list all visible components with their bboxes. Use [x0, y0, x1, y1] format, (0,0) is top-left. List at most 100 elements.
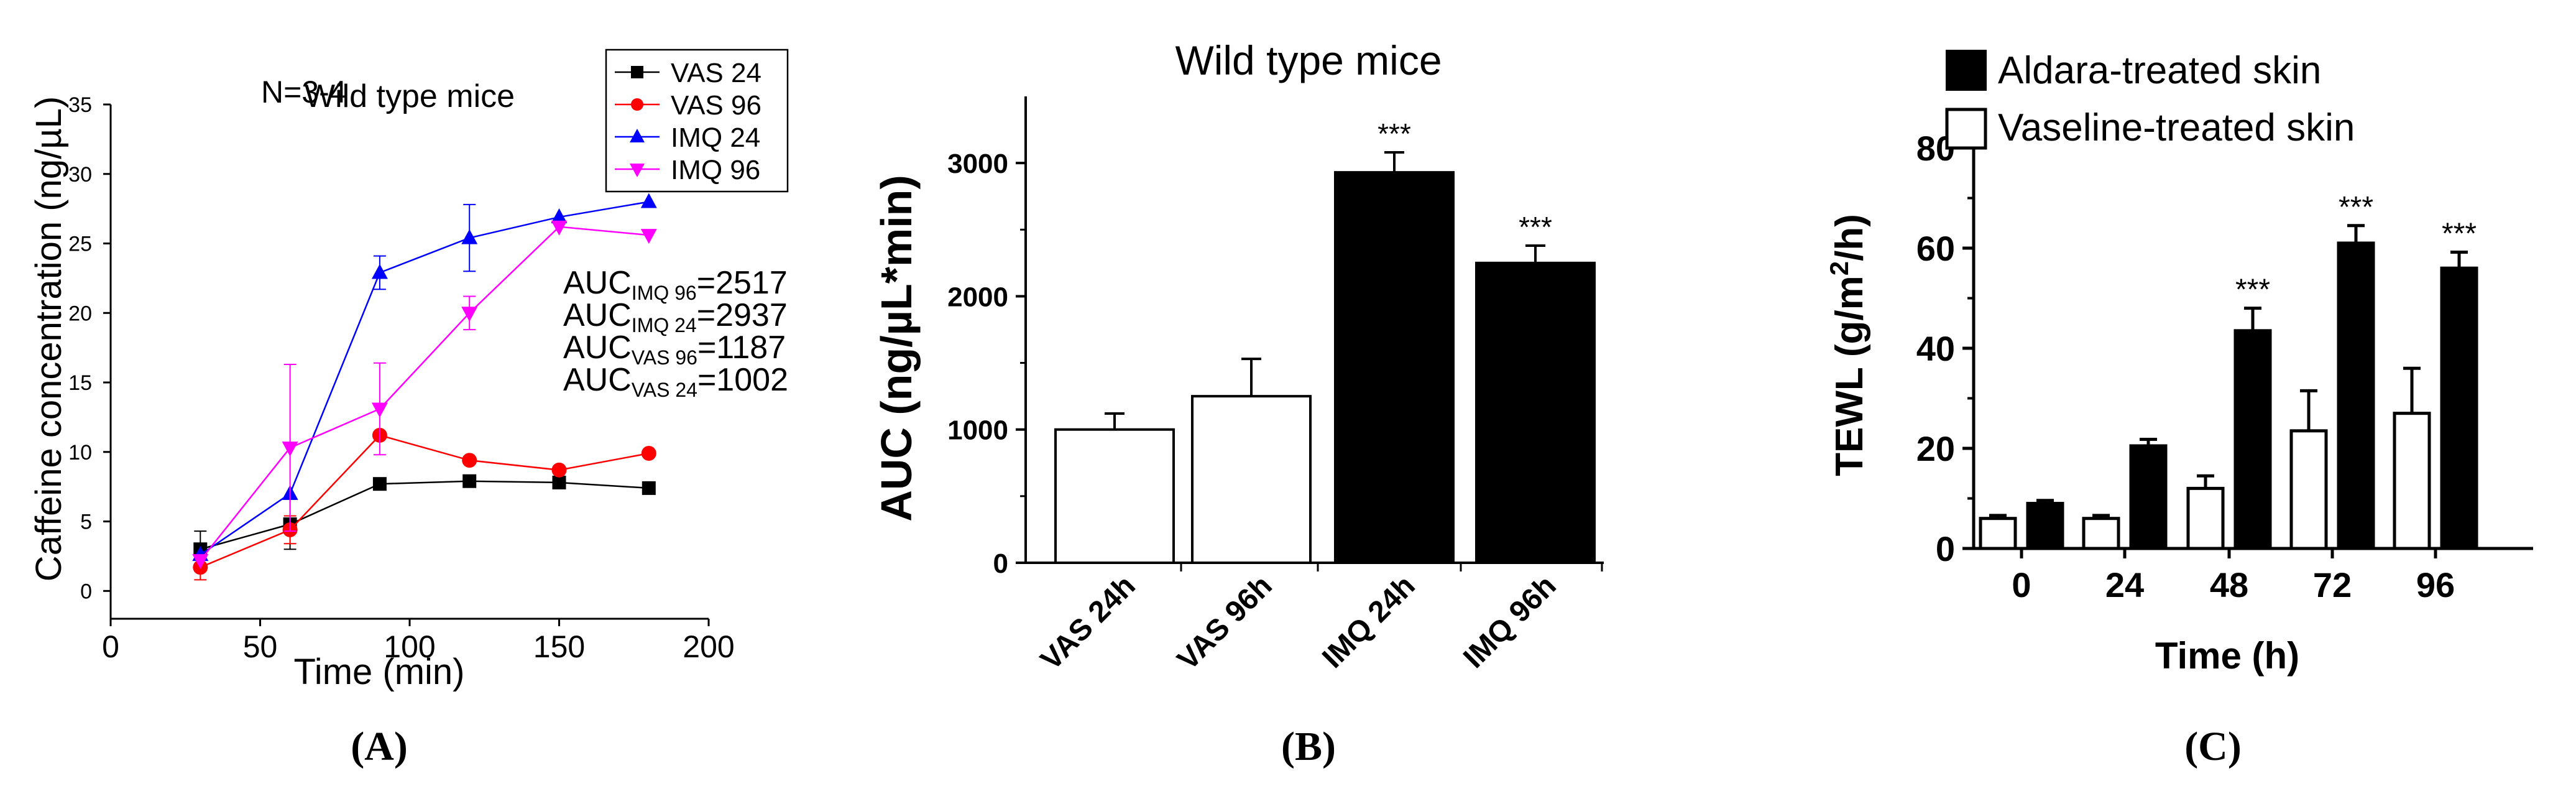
- x-tick-label: 150: [533, 629, 585, 664]
- series-line-vas-24: [200, 480, 649, 550]
- panel-c-x-axis-label: Time (h): [2155, 635, 2299, 677]
- x-tick-label: 24: [2105, 565, 2144, 604]
- y-tick-label: 20: [1916, 429, 1955, 468]
- legend-swatch-vaseline: [1945, 108, 1987, 150]
- data-point: [551, 220, 568, 236]
- x-tick-label: 200: [683, 629, 734, 664]
- panel-b-caption: (B): [1281, 724, 1336, 769]
- significance-marker: ***: [1378, 118, 1411, 150]
- y-tick-label: 30: [68, 163, 92, 187]
- significance-marker: ***: [2235, 274, 2270, 307]
- auc-annotation: AUCVAS 96=1187: [563, 330, 786, 369]
- data-point: [192, 554, 209, 570]
- data-point: [551, 208, 568, 224]
- significance-marker: ***: [2442, 217, 2477, 250]
- auc-annotation: AUCIMQ 96=2517: [563, 265, 788, 304]
- data-point: [282, 442, 298, 457]
- x-tick-label: IMQ 24h: [1316, 569, 1421, 674]
- x-tick-label: IMQ 96h: [1457, 569, 1562, 674]
- y-tick-label: 0: [80, 580, 92, 603]
- aldara-bar: [2440, 266, 2478, 550]
- x-tick-label: 72: [2313, 565, 2352, 604]
- legend-marker: [630, 129, 645, 142]
- data-point: [551, 462, 567, 478]
- x-tick-label: VAS 24h: [1034, 569, 1142, 677]
- legend-marker: [630, 164, 645, 177]
- x-tick-label: 50: [243, 629, 278, 664]
- panel-b-title: Wild type mice: [1175, 37, 1442, 83]
- y-tick-label: 0: [993, 548, 1008, 579]
- legend-swatch-aldara: [1946, 50, 1987, 91]
- data-point: [371, 264, 388, 279]
- y-tick-label: 20: [68, 302, 92, 325]
- vaseline-bar: [2186, 486, 2225, 550]
- data-point: [641, 446, 656, 461]
- panel-b-y-axis-label: AUC (ng/µL*min): [872, 175, 921, 521]
- series-line-imq-96: [200, 226, 649, 561]
- bar-imq-96h: [1475, 261, 1596, 564]
- panel-b-plot-area: 0 1000 2000 3000 VAS 24h VAS 96h *** IMQ 24h ***…: [947, 96, 1604, 677]
- aldara-bar: [2233, 329, 2272, 550]
- legend-label: VAS 96: [671, 90, 761, 121]
- panel-a-note: N=3-4: [261, 75, 347, 109]
- bar-vas-24h: [1054, 428, 1175, 565]
- panel-a-x-axis-label: Time (min): [294, 652, 465, 692]
- data-point: [371, 402, 388, 418]
- y-tick-label: 60: [1916, 229, 1955, 268]
- y-tick-label: 3000: [947, 149, 1008, 179]
- data-point: [462, 474, 477, 488]
- data-point: [552, 475, 566, 489]
- legend-label: IMQ 24: [671, 123, 760, 153]
- vaseline-bar: [2289, 429, 2328, 550]
- panel-a-title: Wild type mice: [305, 78, 515, 114]
- auc-annotation: AUCIMQ 24=2937: [563, 297, 788, 336]
- y-tick-label: 25: [68, 233, 92, 256]
- x-tick-label: 0: [2012, 565, 2031, 604]
- data-point: [462, 453, 477, 468]
- series-line-imq-24: [200, 201, 650, 556]
- y-tick-label: 15: [68, 371, 92, 395]
- y-tick-label: 40: [1916, 329, 1955, 368]
- data-point: [461, 307, 478, 322]
- data-point: [640, 229, 657, 244]
- data-point: [642, 481, 656, 495]
- legend-label: IMQ 96: [671, 155, 760, 185]
- panel-c-caption: (C): [2184, 724, 2242, 769]
- x-tick-label: 100: [384, 629, 435, 664]
- y-tick-label: 10: [68, 441, 92, 465]
- legend-label-aldara: Aldara-treated skin: [1998, 49, 2321, 92]
- x-tick-label: 96: [2416, 565, 2455, 604]
- panel-a-caption: (A): [351, 724, 408, 769]
- panel-a-y-axis-label: Caffeine concentration (ng/µL): [29, 96, 69, 581]
- data-point: [461, 229, 478, 244]
- y-tick-label: 2000: [947, 282, 1008, 312]
- panel-b: 0 1000 2000 3000 VAS 24h VAS 96h *** IMQ 24h ***…: [872, 37, 1604, 769]
- auc-annotation: AUCVAS 24=1002: [563, 362, 788, 401]
- y-tick-label: 1000: [947, 415, 1008, 446]
- legend-label: VAS 24: [671, 58, 761, 88]
- y-tick-label: 35: [68, 93, 92, 117]
- legend-label-vaseline: Vaseline-treated skin: [1998, 106, 2355, 149]
- bar-imq-24h: [1334, 171, 1455, 564]
- vaseline-bar: [2393, 412, 2431, 550]
- vaseline-bar: [1979, 517, 2017, 550]
- x-tick-label: 0: [102, 629, 119, 664]
- aldara-bar: [2337, 241, 2375, 550]
- vaseline-bar: [2082, 517, 2120, 550]
- series-line-vas-96: [200, 434, 650, 568]
- legend-marker: [631, 98, 643, 111]
- aldara-bar: [2026, 502, 2064, 550]
- y-tick-label: 0: [1936, 529, 1955, 568]
- significance-marker: ***: [2339, 191, 2373, 224]
- significance-marker: ***: [1519, 211, 1552, 243]
- x-tick-label: 48: [2210, 565, 2248, 604]
- bar-vas-96h: [1191, 395, 1312, 565]
- y-tick-label: 5: [80, 511, 92, 534]
- data-point: [372, 477, 387, 491]
- legend-marker: [631, 66, 643, 78]
